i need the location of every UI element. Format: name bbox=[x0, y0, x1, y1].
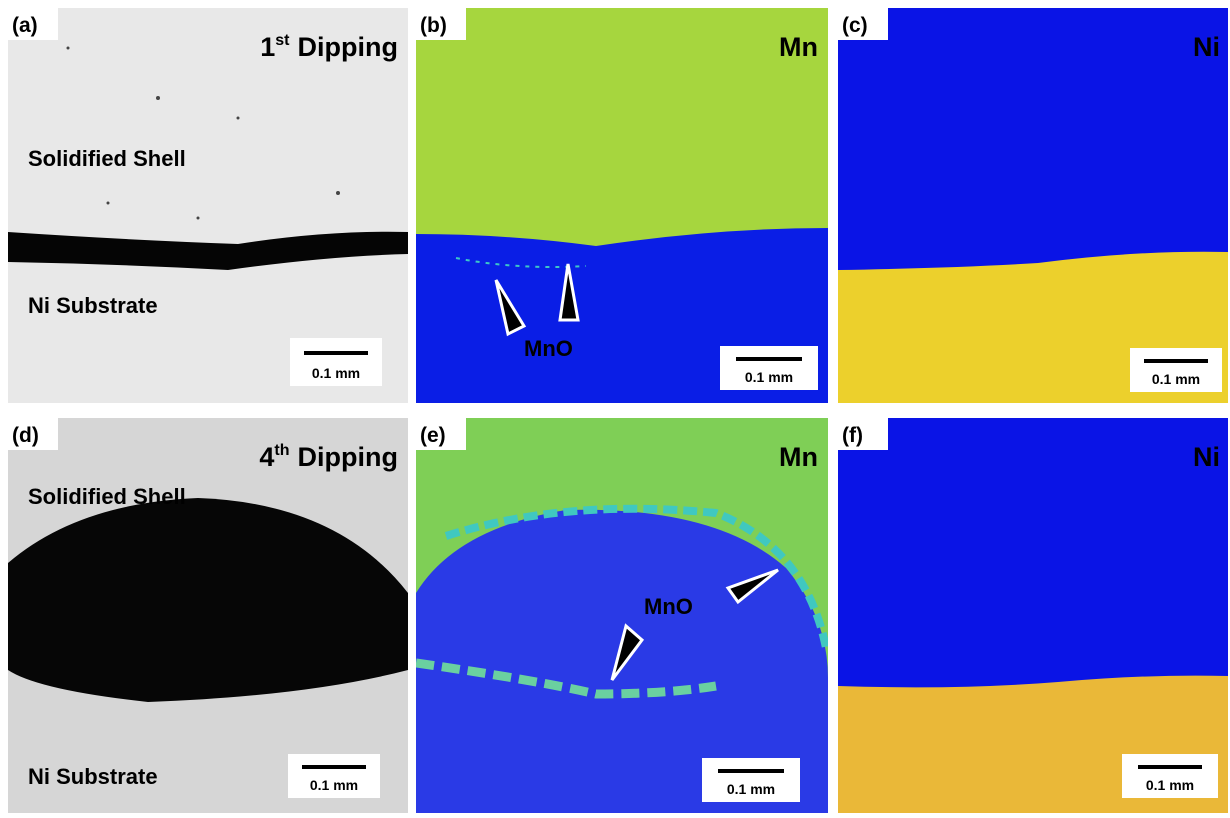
title-sup: st bbox=[275, 32, 290, 49]
title-rest: Dipping bbox=[298, 442, 398, 472]
scale-bar: 0.1 mm bbox=[702, 758, 800, 802]
panel-label: (b) bbox=[420, 14, 447, 37]
title-base: 4 bbox=[259, 442, 274, 472]
annotation: Ni Substrate bbox=[28, 293, 158, 318]
panel-d: (d) 4th Dipping Solidified Shell Ni Subst… bbox=[8, 418, 408, 813]
scale-label: 0.1 mm bbox=[1146, 777, 1194, 793]
title-base: 1 bbox=[260, 32, 275, 62]
scale-bar: 0.1 mm bbox=[288, 754, 380, 798]
scale-label: 0.1 mm bbox=[312, 365, 360, 381]
scale-label: 0.1 mm bbox=[1152, 371, 1200, 387]
figure: (a) 1st Dipping Solidified Shell Ni Subst… bbox=[0, 0, 1230, 818]
panel-label: (f) bbox=[842, 424, 863, 447]
panel-title: Mn bbox=[779, 32, 818, 62]
annotation: Ni Substrate bbox=[28, 764, 158, 789]
panel-a: (a) 1st Dipping Solidified Shell Ni Subst… bbox=[8, 8, 408, 403]
panel-label: (d) bbox=[12, 424, 39, 447]
panel-f: (f) Ni 0.1 mm bbox=[838, 418, 1228, 813]
panel-title: Ni bbox=[1193, 32, 1220, 62]
title-rest: Dipping bbox=[298, 32, 398, 62]
panel-title: Ni bbox=[1193, 442, 1220, 472]
annotation: Solidified Shell bbox=[28, 484, 186, 509]
scale-label: 0.1 mm bbox=[310, 777, 358, 793]
panel-label: (e) bbox=[420, 424, 446, 447]
panel-label: (a) bbox=[12, 14, 38, 37]
scale-label: 0.1 mm bbox=[745, 369, 793, 385]
panel-e: (e) Mn MnO 0.1 mm bbox=[416, 418, 828, 813]
panel-c: (c) Ni 0.1 mm bbox=[838, 8, 1228, 403]
scale-bar: 0.1 mm bbox=[290, 338, 382, 386]
panel-b: (b) Mn MnO 0.1 mm bbox=[416, 8, 828, 403]
scale-bar: 0.1 mm bbox=[1122, 754, 1218, 798]
annotation: Solidified Shell bbox=[28, 146, 186, 171]
scale-bar: 0.1 mm bbox=[720, 346, 818, 390]
title-sup: th bbox=[274, 442, 289, 459]
scale-label: 0.1 mm bbox=[727, 781, 775, 797]
panel-label: (c) bbox=[842, 14, 868, 37]
scale-bar: 0.1 mm bbox=[1130, 348, 1222, 392]
annotation: MnO bbox=[524, 336, 573, 361]
panel-title: Mn bbox=[779, 442, 818, 472]
annotation: MnO bbox=[644, 594, 693, 619]
mn-rich-region bbox=[416, 8, 828, 246]
